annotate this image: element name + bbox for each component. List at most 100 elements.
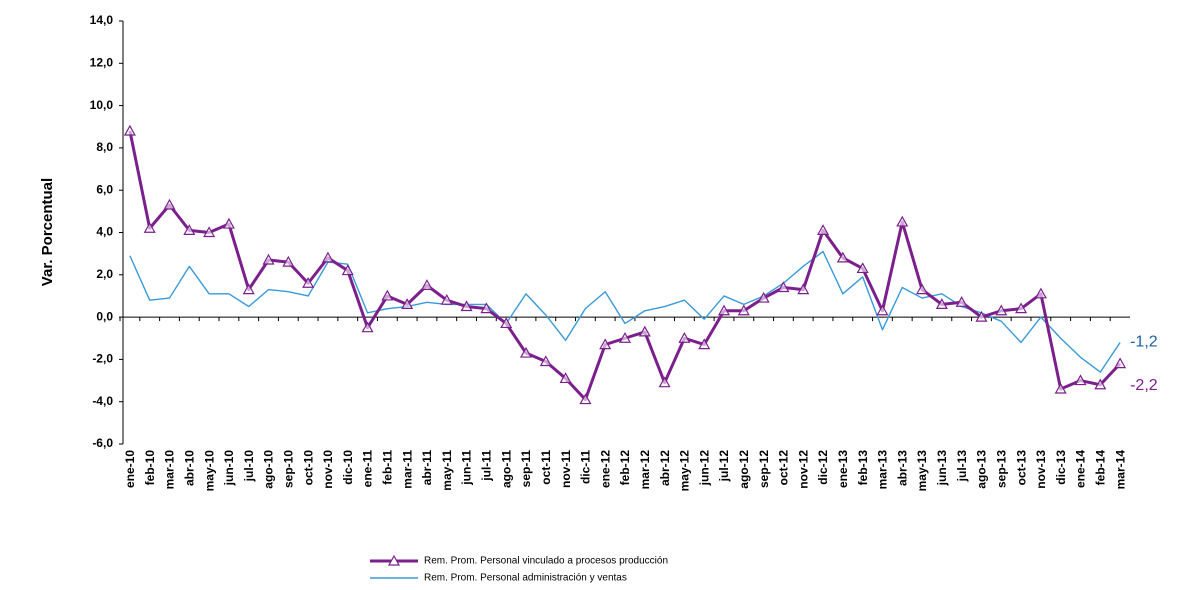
point-marker [717,304,731,316]
x-tick-label: dic-13 [1054,450,1068,485]
x-tick-label: sep-12 [757,450,771,488]
y-tick-label: 14,0 [90,13,114,27]
x-tick-label: nov-13 [1034,450,1048,489]
y-tick-label: 10,0 [90,98,114,112]
x-tick-label: abr-12 [658,450,672,486]
x-tick-label: oct-13 [1014,450,1028,486]
point-marker [797,283,810,295]
point-marker [143,222,156,233]
point-marker [282,255,295,267]
point-marker [618,332,632,343]
x-tick-label: may-11 [440,450,454,491]
x-tick-label: ago-10 [262,450,276,489]
x-tick-label: abr-13 [895,450,909,486]
x-tick-label: ene-14 [1074,450,1088,488]
point-marker [381,289,394,301]
x-tick-label: oct-10 [301,450,315,486]
x-tick-label: may-13 [915,450,929,492]
point-marker [955,296,968,307]
legend-marker [387,554,401,566]
point-marker [1114,357,1127,369]
x-tick-label: abr-11 [420,450,434,486]
point-marker [123,124,136,136]
point-marker [896,215,909,227]
y-tick-label: 0,0 [96,309,113,323]
y-tick-label: -4,0 [92,394,113,408]
x-tick-label: may-12 [678,450,692,492]
series-line [129,250,1121,373]
x-tick-label: sep-11 [519,450,533,488]
x-tick-label: nov-12 [796,450,810,489]
y-tick-label: 6,0 [96,182,113,196]
point-marker [876,304,889,316]
point-marker [638,325,651,337]
point-marker [856,262,869,274]
x-tick-label: ago-12 [737,450,751,489]
x-tick-label: dic-10 [341,450,355,485]
x-tick-label: jul-11 [480,450,494,482]
point-marker [975,310,988,322]
x-tick-label: abr-10 [182,450,196,486]
y-tick-label: 8,0 [96,140,113,154]
point-marker [203,226,216,238]
x-tick-label: jun-13 [935,450,949,487]
x-tick-label: ene-11 [361,450,375,488]
point-marker [440,293,453,305]
point-marker [935,298,948,310]
x-tick-label: may-10 [202,450,216,492]
x-tick-label: feb-14 [1093,450,1107,486]
x-tick-label: jun-10 [222,450,236,487]
x-tick-label: feb-10 [143,450,157,486]
y-tick-label: 2,0 [96,267,113,281]
point-marker [519,346,533,358]
x-tick-label: feb-13 [856,450,870,486]
x-tick-label: jul-10 [242,450,256,483]
point-marker [1015,302,1028,314]
point-marker [302,277,315,288]
point-marker [1094,378,1107,390]
point-marker [559,372,572,384]
y-tick-label: -6,0 [92,436,113,450]
x-tick-label: ene-13 [836,450,850,488]
point-marker [698,338,711,350]
x-tick-label: feb-11 [381,450,395,485]
point-marker [183,224,196,235]
x-tick-label: jul-13 [955,450,969,483]
point-marker [500,317,513,329]
x-tick-label: nov-11 [559,450,573,488]
point-marker [460,300,473,312]
legend-label: Rem. Prom. Personal administración y ven… [424,573,627,584]
point-marker [599,338,612,350]
x-tick-label: oct-12 [777,450,791,486]
y-axis-label: Var. Porcentual [39,178,56,286]
point-marker [817,224,830,235]
point-marker [262,253,275,265]
point-marker [658,376,671,388]
x-tick-label: feb-12 [618,450,632,486]
point-marker [539,355,552,367]
legend-label: Rem. Prom. Personal vinculado a procesos… [424,556,668,567]
point-marker [1034,287,1047,299]
x-tick-label: dic-11 [579,450,593,484]
x-tick-label: ene-12 [598,450,612,488]
point-marker [163,198,176,210]
series-line [128,130,1122,402]
point-marker [916,283,929,295]
x-tick-label: jun-11 [460,450,474,486]
point-marker [579,393,592,405]
x-tick-label: mar-13 [876,450,890,490]
point-marker [836,251,849,263]
y-tick-label: -2,0 [92,352,113,366]
point-marker [341,264,354,276]
point-marker [1074,374,1087,386]
y-tick-label: 12,0 [90,55,114,69]
x-tick-label: mar-12 [638,450,652,490]
x-tick-label: mar-11 [400,450,414,489]
x-tick-label: jun-12 [697,450,711,487]
point-marker [401,298,414,310]
point-marker [757,291,770,303]
x-tick-label: nov-10 [321,450,335,489]
point-marker [222,217,235,229]
point-marker [678,332,691,343]
